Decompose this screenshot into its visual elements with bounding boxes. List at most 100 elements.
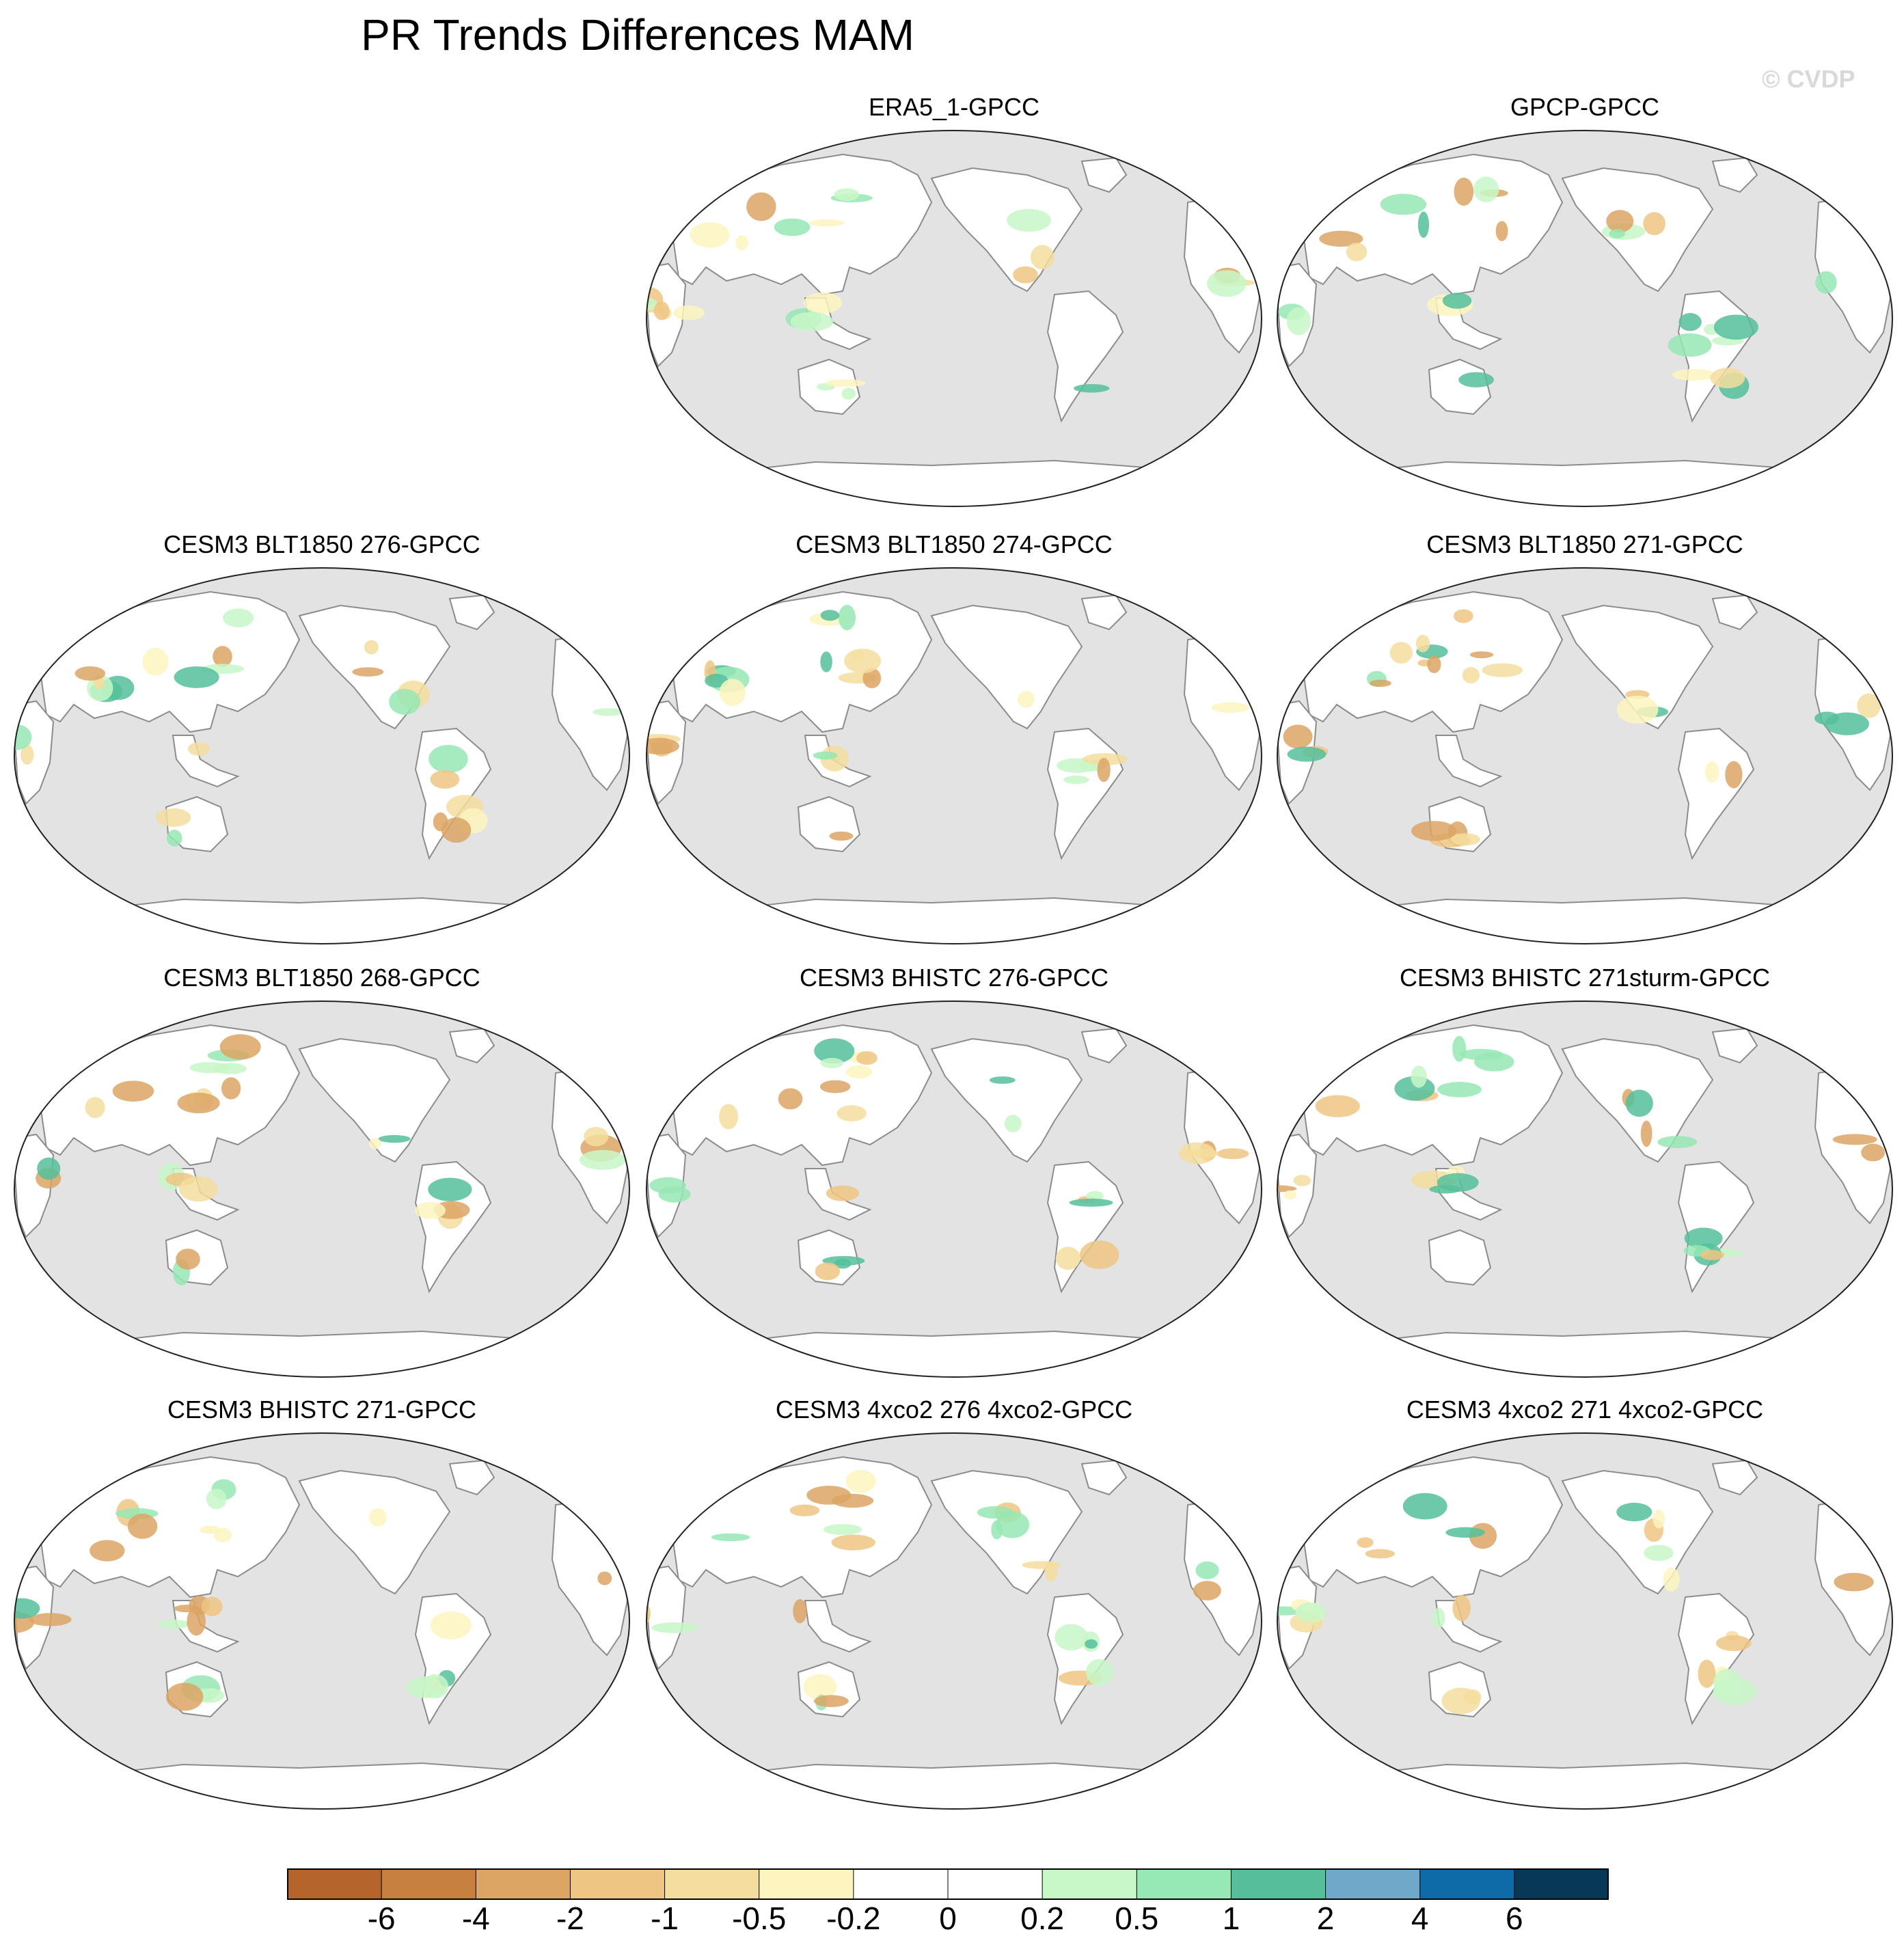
anomaly-patch — [1725, 761, 1743, 789]
anomaly-patch — [778, 1088, 803, 1110]
map-panel: GPCP-GPCC — [1275, 93, 1894, 507]
anomaly-patch — [1698, 1659, 1716, 1688]
land-area — [930, 604, 1083, 730]
land-area — [1428, 1229, 1492, 1286]
colorbar-label: 0.2 — [1020, 1901, 1065, 1936]
land-area — [930, 1037, 1083, 1163]
panel-title: CESM3 BLT1850 276-GPCC — [163, 530, 480, 558]
anomaly-patch — [428, 1178, 472, 1201]
land-area — [804, 735, 872, 788]
anomaly-patch — [1458, 372, 1494, 387]
colorbar-segment — [1419, 1868, 1515, 1900]
anomaly-patch — [1086, 1190, 1104, 1201]
anomaly-patch — [1417, 211, 1430, 239]
map-border — [646, 567, 1262, 944]
anomaly-patch — [1346, 243, 1368, 262]
anomaly-patch — [856, 1051, 878, 1065]
anomaly-patch — [1437, 1173, 1479, 1192]
colorbar-label: -6 — [367, 1901, 396, 1936]
map-border — [646, 1001, 1262, 1378]
map-border — [14, 1432, 630, 1810]
anomaly-patch — [1442, 292, 1472, 309]
anomaly-patch — [1857, 693, 1881, 718]
anomaly-patch — [433, 812, 448, 832]
anomaly-patch — [1277, 1185, 1297, 1193]
anomaly-patch — [1044, 1562, 1058, 1582]
anomaly-patch — [815, 1262, 841, 1281]
anomaly-patch — [1079, 1240, 1119, 1269]
anomaly-patch — [1427, 655, 1441, 674]
panel-title: CESM3 BHISTC 276-GPCC — [799, 964, 1109, 992]
colorbar-label: 1 — [1222, 1901, 1240, 1936]
anomaly-patch — [1193, 1581, 1221, 1601]
panel-title: CESM3 BHISTC 271sturm-GPCC — [1399, 964, 1771, 992]
land-area — [1080, 1459, 1128, 1496]
anomaly-patch — [803, 1674, 837, 1700]
anomaly-patch — [1295, 1602, 1327, 1622]
map-panel: CESM3 BLT1850 271-GPCC — [1275, 530, 1894, 944]
anomaly-patch — [1713, 1668, 1741, 1697]
colorbar-segment — [759, 1868, 854, 1900]
land-area — [1711, 156, 1758, 193]
anomaly-patch — [845, 1065, 873, 1079]
colorbar-segment — [1042, 1868, 1137, 1900]
anomaly-patch — [1007, 208, 1051, 232]
anomaly-patch — [165, 1683, 204, 1711]
anomaly-patch — [819, 1080, 851, 1093]
land-area — [1355, 897, 1843, 944]
world-map — [646, 130, 1262, 507]
world-map — [1277, 1001, 1893, 1378]
anomaly-patch — [1453, 609, 1473, 623]
anomaly-patch — [1463, 1689, 1482, 1705]
anomaly-patch — [806, 1485, 852, 1505]
anomaly-patch — [826, 1185, 860, 1201]
anomaly-patch — [995, 1511, 1029, 1538]
land-area — [92, 1330, 580, 1377]
anomaly-patch — [1710, 368, 1745, 389]
anomaly-patch — [823, 1524, 862, 1536]
anomaly-patch — [352, 667, 384, 677]
anomaly-patch — [176, 1249, 200, 1270]
anomaly-patch — [177, 1092, 220, 1114]
anomaly-patch — [820, 1058, 844, 1069]
anomaly-patch — [1293, 1175, 1311, 1186]
anomaly-patch — [1473, 1052, 1514, 1072]
map-border — [646, 130, 1262, 507]
anomaly-patch — [1700, 1250, 1725, 1261]
anomaly-patch — [845, 1469, 876, 1493]
anomaly-patch — [1445, 1527, 1485, 1538]
anomaly-patch — [14, 724, 32, 750]
anomaly-patch — [813, 751, 838, 760]
anomaly-patch — [368, 1138, 381, 1149]
anomaly-patch — [1644, 1544, 1674, 1562]
anomaly-patch — [831, 1534, 875, 1551]
anomaly-patch — [1437, 1081, 1482, 1098]
anomaly-patch — [1606, 210, 1634, 233]
anomaly-patch — [364, 640, 379, 655]
anomaly-patch — [157, 1619, 189, 1629]
colorbar-label: -0.5 — [732, 1901, 787, 1936]
anomaly-patch — [672, 305, 705, 321]
anomaly-patch — [1640, 1120, 1653, 1147]
colorbar-label: 2 — [1316, 1901, 1335, 1936]
colorbar-segment — [287, 1868, 382, 1900]
land-area — [804, 1168, 872, 1221]
anomaly-patch — [746, 192, 776, 221]
land-area — [298, 1469, 451, 1595]
land-area — [724, 1762, 1212, 1809]
anomaly-patch — [37, 1157, 61, 1180]
anomaly-patch — [862, 668, 882, 689]
map-panel: CESM3 4xco2 276 4xco2-GPCC — [644, 1396, 1264, 1810]
land-area — [1434, 735, 1503, 788]
anomaly-patch — [1319, 230, 1363, 247]
land-area — [92, 897, 580, 944]
colorbar-label: 6 — [1506, 1901, 1523, 1936]
anomaly-patch — [989, 1076, 1016, 1084]
anomaly-patch — [389, 688, 421, 715]
land-area — [1046, 290, 1124, 423]
anomaly-patch — [1357, 1537, 1374, 1548]
anomaly-patch — [1211, 702, 1249, 713]
anomaly-patch — [221, 1077, 241, 1100]
anomaly-patch — [1283, 724, 1313, 749]
figure-title: PR Trends Differences MAM — [361, 10, 914, 59]
